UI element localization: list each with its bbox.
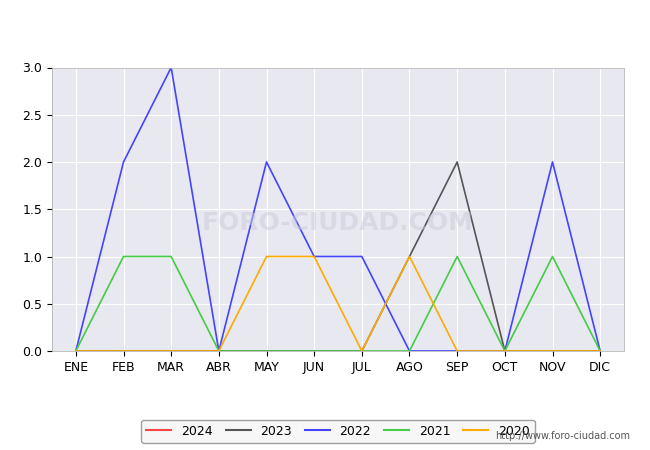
Text: Matriculaciones de Vehiculos en Nogueruelas: Matriculaciones de Vehiculos en Noguerue…: [104, 18, 546, 36]
Text: http://www.foro-ciudad.com: http://www.foro-ciudad.com: [495, 431, 630, 441]
Legend: 2024, 2023, 2022, 2021, 2020: 2024, 2023, 2022, 2021, 2020: [142, 419, 534, 443]
Text: FORO-CIUDAD.COM: FORO-CIUDAD.COM: [202, 212, 474, 235]
